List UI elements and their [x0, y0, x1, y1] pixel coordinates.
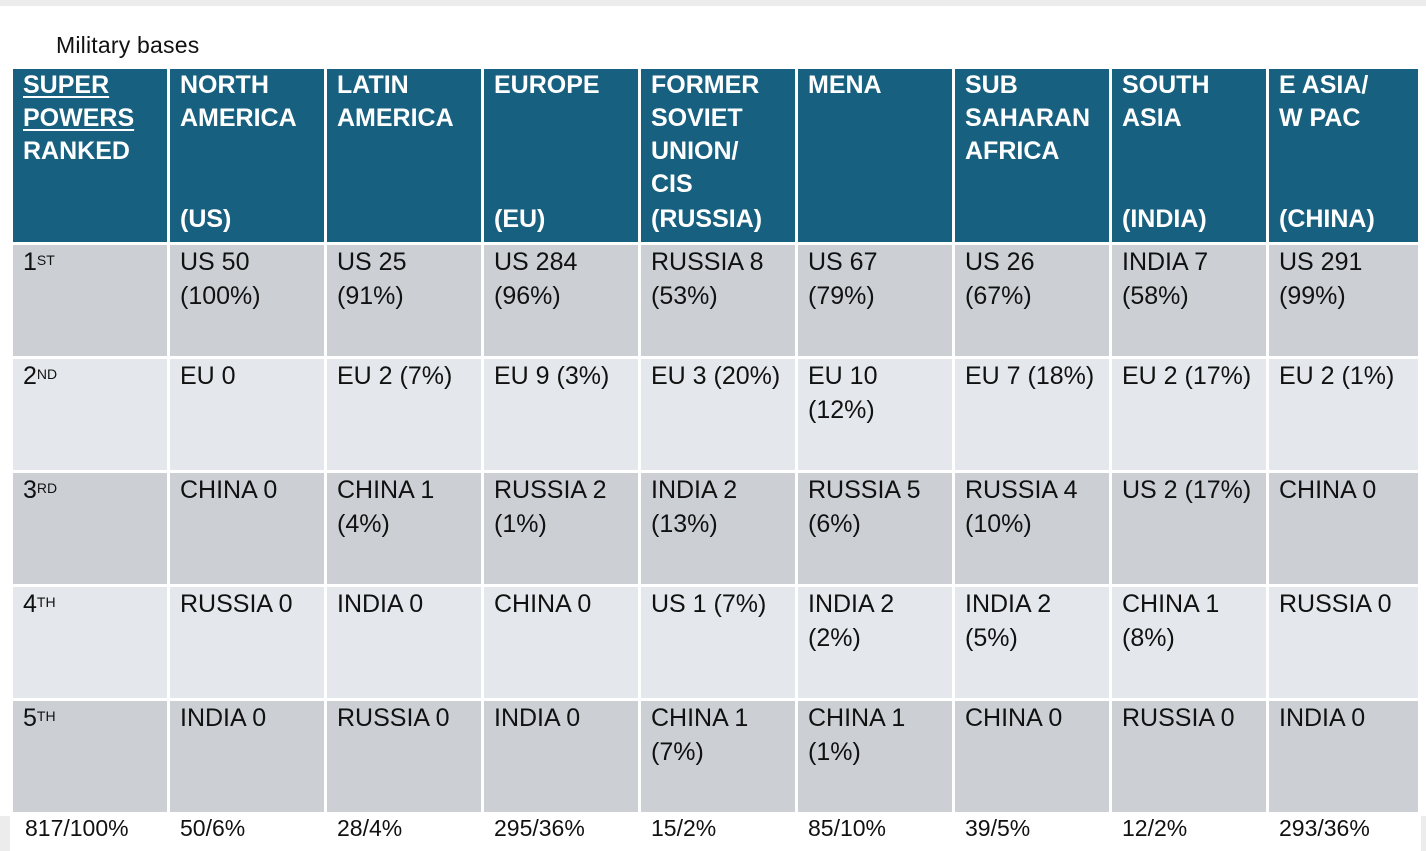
header-south-asia: SOUTH ASIA (INDIA) [1109, 66, 1269, 245]
table-cell: INDIA 2 (5%) [952, 584, 1112, 701]
rank-number: 5 [23, 704, 37, 732]
header-mena: MENA [795, 66, 955, 245]
header-code: (US) [180, 205, 232, 233]
header-corner: SUPER POWERS RANKED [10, 66, 170, 245]
header-name: NORTH AMERICA [180, 71, 297, 132]
table-row: 1ST US 50 (100%) US 25 (91%) US 284 (96%… [10, 242, 1421, 359]
table-cell: INDIA 0 [1266, 698, 1421, 815]
table-cell: EU 2 (7%) [324, 356, 484, 473]
table-cell: US 284 (96%) [481, 242, 641, 359]
header-name: MENA [808, 71, 882, 99]
table-cell: RUSSIA 5 (6%) [795, 470, 955, 587]
rank-suffix: ST [36, 252, 55, 268]
total-cell: 50/6% [167, 812, 327, 851]
header-name: LATIN AMERICA [337, 71, 454, 132]
header-latin-america: LATIN AMERICA [324, 66, 484, 245]
table-cell: RUSSIA 0 [1266, 584, 1421, 701]
total-cell: 12/2% [1109, 812, 1269, 851]
table-cell: EU 2 (1%) [1266, 356, 1421, 473]
rank-cell: 4TH [10, 584, 170, 701]
military-bases-table: SUPER POWERS RANKED NORTH AMERICA (US) L… [10, 66, 1421, 851]
total-cell: 295/36% [481, 812, 641, 851]
table-cell: EU 10 (12%) [795, 356, 955, 473]
table-cell: US 50 (100%) [167, 242, 327, 359]
table-cell: INDIA 2 (2%) [795, 584, 955, 701]
total-cell: 15/2% [638, 812, 798, 851]
table-cell: US 67 (79%) [795, 242, 955, 359]
total-cell: 39/5% [952, 812, 1112, 851]
header-name: SUB SAHARAN AFRICA [965, 71, 1090, 165]
table-row: 2ND EU 0 EU 2 (7%) EU 9 (3%) EU 3 (20%) … [10, 356, 1421, 473]
rank-number: 1 [23, 248, 37, 276]
slide: Military bases SUPER POWERS RANKED NORTH… [0, 6, 1426, 851]
table-cell: US 1 (7%) [638, 584, 798, 701]
table-cell: INDIA 7 (58%) [1109, 242, 1269, 359]
table-cell: US 26 (67%) [952, 242, 1112, 359]
table-cell: EU 0 [167, 356, 327, 473]
table-cell: INDIA 0 [167, 698, 327, 815]
header-sub-saharan-africa: SUB SAHARAN AFRICA [952, 66, 1112, 245]
corner-line-1: SUPER [23, 71, 110, 99]
rank-cell: 3RD [10, 470, 170, 587]
total-cell: 817/100% [10, 812, 170, 851]
table-cell: INDIA 2 (13%) [638, 470, 798, 587]
table-cell: INDIA 0 [324, 584, 484, 701]
total-cell: 85/10% [795, 812, 955, 851]
corner-line-3: RANKED [23, 137, 130, 165]
header-europe: EUROPE (EU) [481, 66, 641, 245]
total-cell: 293/36% [1266, 812, 1421, 851]
table-cell: CHINA 0 [1266, 470, 1421, 587]
rank-suffix: RD [36, 480, 58, 496]
rank-number: 2 [23, 362, 37, 390]
header-north-america: NORTH AMERICA (US) [167, 66, 327, 245]
total-cell: 28/4% [324, 812, 484, 851]
rank-suffix: TH [36, 708, 56, 724]
table-row: 4TH RUSSIA 0 INDIA 0 CHINA 0 US 1 (7%) I… [10, 584, 1421, 701]
table-cell: RUSSIA 4 (10%) [952, 470, 1112, 587]
header-row: SUPER POWERS RANKED NORTH AMERICA (US) L… [10, 66, 1421, 245]
table-cell: CHINA 0 [952, 698, 1112, 815]
rank-cell: 5TH [10, 698, 170, 815]
table-cell: RUSSIA 0 [1109, 698, 1269, 815]
table-cell: US 2 (17%) [1109, 470, 1269, 587]
totals-row: 817/100% 50/6% 28/4% 295/36% 15/2% 85/10… [10, 812, 1421, 851]
rank-suffix: ND [36, 366, 58, 382]
table-cell: EU 9 (3%) [481, 356, 641, 473]
header-former-soviet-union: FORMER SOVIET UNION/ CIS (RUSSIA) [638, 66, 798, 245]
header-code: (INDIA) [1122, 205, 1207, 233]
corner-line-2: POWERS [23, 104, 135, 132]
table-cell: EU 2 (17%) [1109, 356, 1269, 473]
table-cell: CHINA 1 (4%) [324, 470, 484, 587]
header-name: FORMER SOVIET UNION/ CIS [651, 71, 760, 198]
table-cell: EU 7 (18%) [952, 356, 1112, 473]
table-cell: RUSSIA 8 (53%) [638, 242, 798, 359]
table-cell: RUSSIA 0 [324, 698, 484, 815]
rank-number: 4 [23, 590, 37, 618]
header-name: SOUTH ASIA [1122, 71, 1210, 132]
table-cell: US 291 (99%) [1266, 242, 1421, 359]
slide-title: Military bases [56, 32, 200, 58]
rank-cell: 2ND [10, 356, 170, 473]
table-cell: CHINA 0 [167, 470, 327, 587]
table-row: 5TH INDIA 0 RUSSIA 0 INDIA 0 CHINA 1 (7%… [10, 698, 1421, 815]
header-name: EUROPE [494, 71, 600, 99]
table-cell: CHINA 0 [481, 584, 641, 701]
table-cell: US 25 (91%) [324, 242, 484, 359]
rank-suffix: TH [36, 594, 56, 610]
header-code: (RUSSIA) [651, 205, 763, 233]
header-name: E ASIA/ W PAC [1279, 71, 1369, 132]
table-cell: INDIA 0 [481, 698, 641, 815]
table-cell: RUSSIA 2 (1%) [481, 470, 641, 587]
table-cell: EU 3 (20%) [638, 356, 798, 473]
rank-number: 3 [23, 476, 37, 504]
table-cell: CHINA 1 (8%) [1109, 584, 1269, 701]
header-east-asia: E ASIA/ W PAC (CHINA) [1266, 66, 1421, 245]
table-cell: CHINA 1 (1%) [795, 698, 955, 815]
table-cell: RUSSIA 0 [167, 584, 327, 701]
header-code: (EU) [494, 205, 546, 233]
table-row: 3RD CHINA 0 CHINA 1 (4%) RUSSIA 2 (1%) I… [10, 470, 1421, 587]
header-code: (CHINA) [1279, 205, 1375, 233]
table-cell: CHINA 1 (7%) [638, 698, 798, 815]
rank-cell: 1ST [10, 242, 170, 359]
